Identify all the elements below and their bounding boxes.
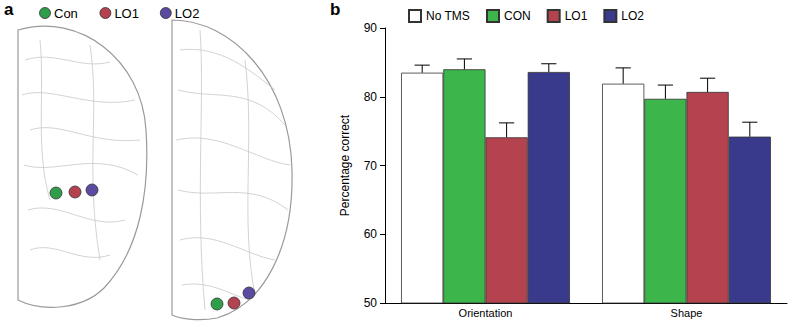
svg-text:Percentage correct: Percentage correct — [338, 114, 352, 216]
svg-text:LO2: LO2 — [175, 6, 200, 21]
svg-text:60: 60 — [364, 227, 378, 241]
svg-text:Orientation: Orientation — [459, 307, 513, 319]
svg-text:LO2: LO2 — [621, 9, 644, 23]
svg-text:No TMS: No TMS — [426, 9, 470, 23]
svg-text:Con: Con — [54, 6, 78, 21]
html-text:a: a — [4, 0, 14, 19]
svg-text:90: 90 — [364, 21, 378, 35]
html-text:b: b — [330, 0, 341, 19]
svg-text:Shape: Shape — [671, 307, 703, 319]
svg-text:LO1: LO1 — [565, 9, 588, 23]
svg-text:80: 80 — [364, 90, 378, 104]
svg-text:CON: CON — [504, 9, 531, 23]
svg-text:70: 70 — [364, 159, 378, 173]
svg-text:50: 50 — [364, 296, 378, 310]
svg-text:LO1: LO1 — [114, 6, 139, 21]
